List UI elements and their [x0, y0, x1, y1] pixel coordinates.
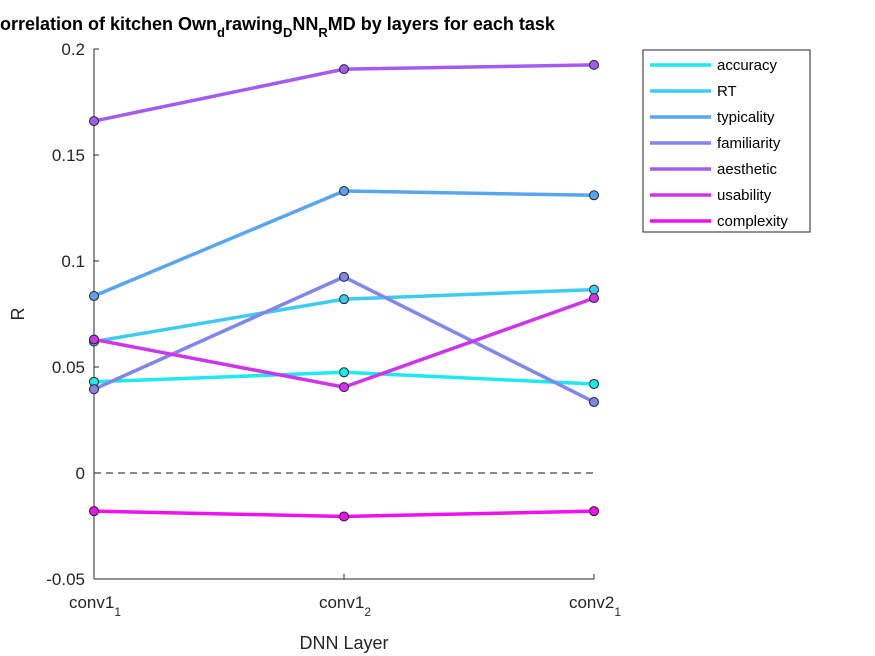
data-point-complexity: [589, 506, 599, 517]
data-point-typicality: [589, 190, 599, 201]
data-point-RT: [589, 284, 599, 295]
series-RT: [89, 284, 599, 347]
y-tick-label: 0.05: [52, 358, 85, 377]
x-tick-label: conv11: [69, 593, 121, 619]
legend-label: typicality: [717, 109, 775, 126]
chart-title: orrelation of kitchen OwndrawingDNNRMD b…: [0, 14, 556, 40]
legend: accuracy RT typicality familiarity aesthetic…: [642, 49, 811, 233]
data-point-usability: [89, 334, 99, 345]
y-tick-label: -0.05: [46, 570, 85, 589]
y-tick-label: 0.2: [61, 40, 85, 59]
data-point-typicality: [339, 186, 349, 197]
legend-label: familiarity: [717, 135, 781, 152]
chart-title-segment: MD by layers for each task: [328, 14, 556, 34]
legend-label: aesthetic: [717, 161, 778, 178]
data-point-familiarity: [589, 396, 599, 407]
chart-title-subscript: D: [283, 25, 292, 40]
data-point-aesthetic: [589, 59, 599, 70]
legend-item-aesthetic: aesthetic: [650, 161, 778, 178]
legend-label: complexity: [717, 213, 788, 230]
x-tick-label-subscript: 1: [614, 605, 621, 619]
chart-title-subscript: d: [217, 25, 225, 40]
legend-item-familiarity: familiarity: [650, 135, 781, 152]
legend-label: RT: [717, 83, 737, 100]
series-typicality: [89, 186, 599, 301]
data-point-familiarity: [339, 271, 349, 282]
data-point-accuracy: [589, 378, 599, 389]
data-point-complexity: [89, 506, 99, 517]
chart-title-group: orrelation of kitchen OwndrawingDNNRMD b…: [0, 14, 556, 40]
data-point-aesthetic: [339, 64, 349, 75]
data-point-aesthetic: [89, 116, 99, 127]
y-axis-title: R: [8, 308, 28, 321]
data-point-usability: [339, 382, 349, 393]
chart-title-segment: NN: [292, 14, 318, 34]
x-axis-title: DNN Layer: [299, 633, 388, 653]
x-tick-label: conv12: [319, 593, 371, 619]
series-accuracy: [89, 367, 599, 389]
x-tick-label-base: conv1: [319, 593, 364, 612]
data-point-typicality: [89, 290, 99, 301]
series-aesthetic: [89, 59, 599, 127]
x-tick-label: conv21: [569, 593, 621, 619]
data-point-usability: [589, 293, 599, 304]
data-point-accuracy: [339, 367, 349, 378]
legend-item-usability: usability: [650, 187, 772, 204]
series-lines: [89, 59, 599, 522]
series-familiarity: [89, 271, 599, 407]
x-tick-label-subscript: 1: [114, 605, 121, 619]
chart-title-segment: rawing: [225, 14, 283, 34]
legend-label: accuracy: [717, 57, 778, 74]
series-complexity: [89, 506, 599, 522]
legend-item-accuracy: accuracy: [650, 57, 778, 74]
chart-title-subscript: R: [318, 25, 328, 40]
y-tick-label: 0.1: [61, 252, 85, 271]
data-point-familiarity: [89, 384, 99, 395]
legend-item-RT: RT: [650, 83, 737, 100]
legend-box: [642, 49, 811, 233]
chart-title-segment: orrelation of kitchen Own: [0, 14, 217, 34]
x-tick-label-base: conv1: [69, 593, 114, 612]
legend-item-typicality: typicality: [650, 109, 775, 126]
y-tick-label: 0.15: [52, 146, 85, 165]
series-usability: [89, 293, 599, 393]
data-point-complexity: [339, 511, 349, 522]
legend-item-complexity: complexity: [650, 213, 788, 230]
x-tick-label-base: conv2: [569, 593, 614, 612]
x-tick-label-subscript: 2: [364, 605, 371, 619]
data-point-RT: [339, 294, 349, 305]
legend-label: usability: [717, 187, 772, 204]
y-tick-label: 0: [76, 464, 85, 483]
